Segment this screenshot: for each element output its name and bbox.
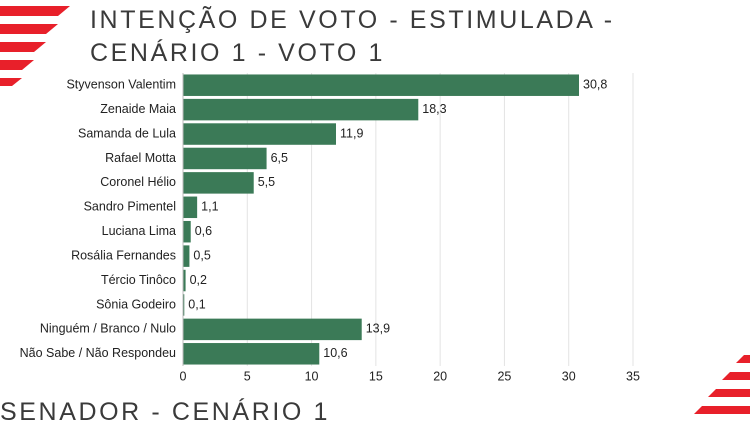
bar (183, 147, 267, 170)
value-label: 5,5 (258, 175, 275, 189)
y-tick-label: Samanda de Lula (78, 126, 176, 140)
bar (183, 245, 190, 267)
x-tick-label: 0 (180, 369, 187, 383)
y-tick-label: Tércio Tinôco (101, 273, 176, 287)
chart-title: INTENÇÃO DE VOTO - ESTIMULADA - CENÁRIO … (90, 6, 615, 67)
x-tick-label: 10 (305, 369, 319, 383)
value-label: 1,1 (201, 200, 218, 214)
bar (183, 220, 191, 243)
value-label: 18,3 (422, 102, 446, 116)
y-tick-label: Sônia Godeiro (96, 297, 176, 311)
decoration-stripes (0, 6, 750, 414)
x-tick-label: 30 (562, 369, 576, 383)
value-label: 6,5 (271, 151, 288, 165)
y-tick-label: Rafael Motta (105, 151, 176, 165)
bar (183, 196, 198, 219)
x-tick-label: 15 (369, 369, 383, 383)
bar (183, 74, 579, 96)
y-tick-label: Coronel Hélio (100, 175, 176, 189)
y-tick-label: Zenaide Maia (100, 102, 176, 116)
y-tick-label: Ninguém / Branco / Nulo (40, 322, 176, 336)
value-label: 11,9 (340, 126, 363, 140)
bar (183, 269, 186, 292)
value-label: 0,1 (188, 297, 205, 311)
value-label: 13,9 (366, 322, 390, 336)
value-label: 30,8 (583, 78, 607, 92)
y-tick-label: Rosália Fernandes (71, 248, 176, 262)
bar (183, 343, 320, 365)
x-tick-label: 20 (433, 369, 447, 383)
bar (183, 172, 254, 194)
y-tick-label: Luciana Lima (102, 224, 176, 238)
bar (183, 318, 362, 341)
x-tick-label: 25 (497, 369, 511, 383)
bar (183, 123, 336, 145)
bar (183, 98, 419, 121)
value-label: 0,2 (190, 273, 207, 287)
y-tick-label: Sandro Pimentel (84, 200, 176, 214)
x-tick-label: 5 (244, 369, 251, 383)
y-tick-label: Não Sabe / Não Respondeu (20, 346, 176, 360)
x-tick-label: 35 (626, 369, 640, 383)
next-section-title: SENADOR - CENÁRIO 1 (0, 398, 331, 423)
value-label: 10,6 (323, 346, 347, 360)
value-label: 0,5 (193, 248, 210, 262)
y-tick-label: Styvenson Valentim (66, 78, 176, 92)
bar (183, 294, 185, 316)
value-label: 0,6 (195, 224, 212, 238)
